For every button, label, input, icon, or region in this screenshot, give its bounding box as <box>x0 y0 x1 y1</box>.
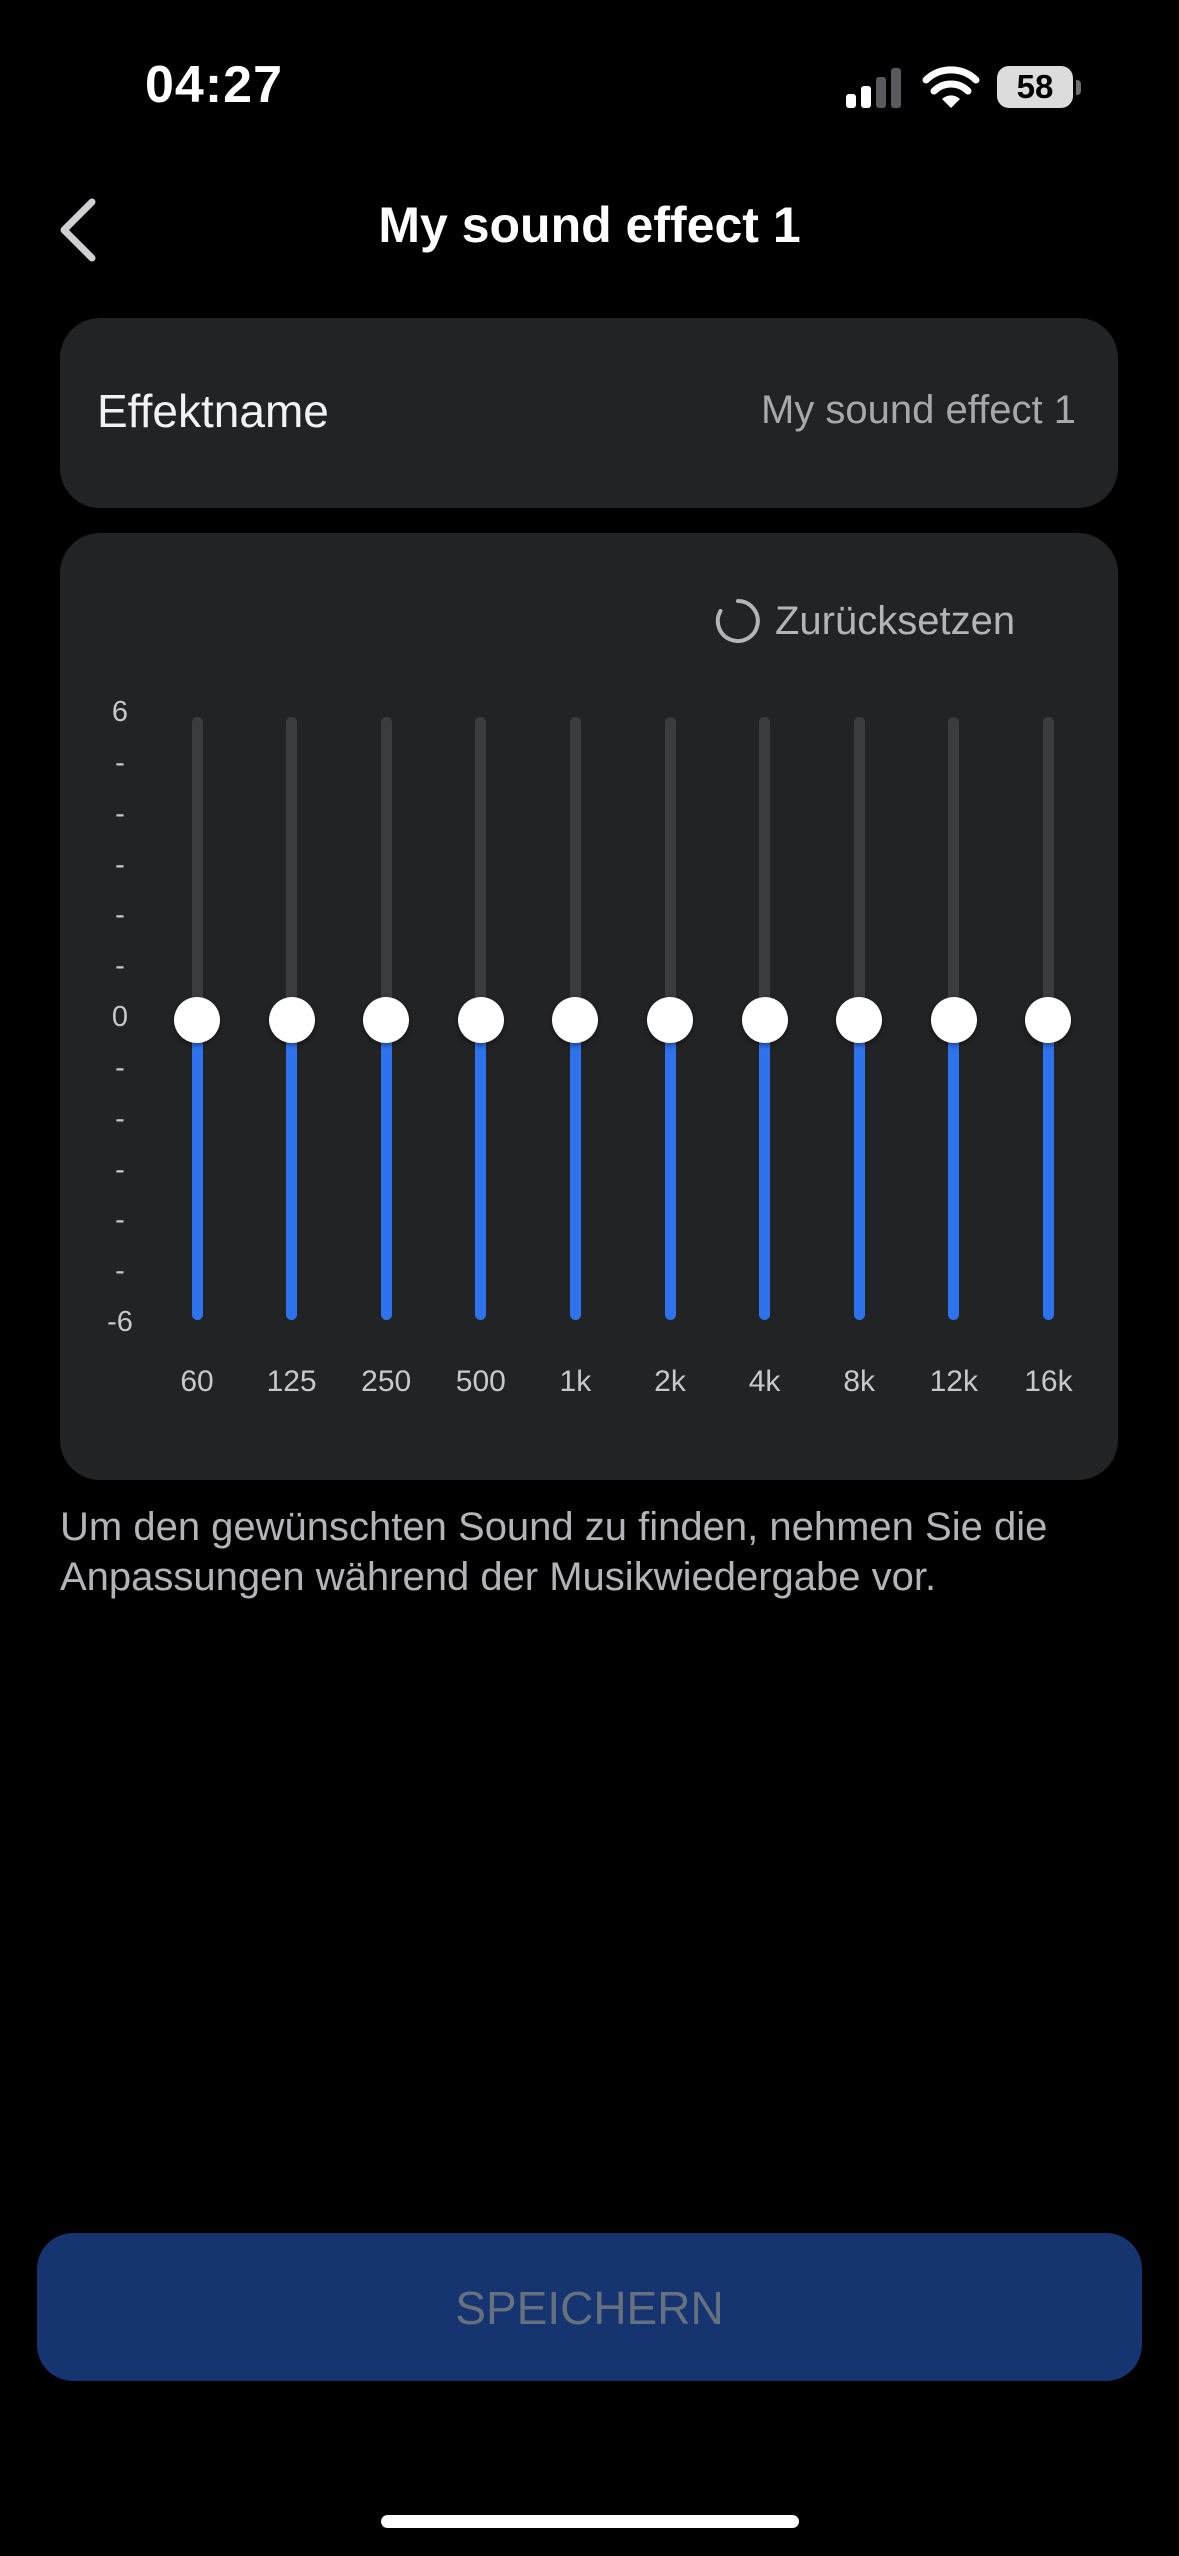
eq-slider-fill <box>759 1020 771 1320</box>
eq-band-label: 250 <box>361 1365 412 1398</box>
y-axis-label: - <box>115 950 125 983</box>
eq-slider-fill <box>569 1020 581 1320</box>
y-axis-label: - <box>115 1153 125 1186</box>
y-axis-label: - <box>115 899 125 932</box>
eq-slider-fill <box>380 1020 392 1320</box>
eq-slider-fill <box>664 1020 676 1320</box>
eq-slider-fill <box>1042 1020 1054 1320</box>
status-bar: 04:27 58 <box>0 0 1179 170</box>
eq-slider-knob[interactable] <box>552 997 599 1043</box>
eq-band-label: 60 <box>180 1365 214 1398</box>
hint-text: Um den gewünschten Sound zu finden, nehm… <box>60 1505 1048 1599</box>
y-axis-label: - <box>115 1255 125 1288</box>
battery-icon: 58 <box>997 66 1073 108</box>
eq-slider-fill <box>475 1020 487 1320</box>
battery-cap <box>1076 80 1081 95</box>
eq-slider-fill <box>853 1020 865 1320</box>
eq-slider-knob[interactable] <box>174 997 220 1043</box>
effect-name-row[interactable]: Effektname My sound effect 1 <box>60 318 1118 508</box>
status-time: 04:27 <box>145 56 283 114</box>
eq-slider-knob[interactable] <box>363 997 410 1043</box>
eq-slider-knob[interactable] <box>741 997 788 1043</box>
eq-band-label: 1k <box>559 1365 592 1398</box>
eq-band-label: 8k <box>843 1365 876 1398</box>
eq-slider-knob[interactable] <box>1025 997 1072 1043</box>
eq-slider-knob[interactable] <box>836 997 883 1043</box>
eq-band-label: 125 <box>266 1365 317 1398</box>
reset-button[interactable]: Zurücksetzen <box>715 593 1015 649</box>
y-axis-label: - <box>115 1204 125 1237</box>
back-button[interactable] <box>50 190 106 270</box>
y-axis-label: - <box>115 746 125 779</box>
y-axis-label: - <box>115 1102 125 1135</box>
effect-name-value: My sound effect 1 <box>761 388 1076 432</box>
home-indicator <box>381 2515 799 2528</box>
chevron-left-icon <box>60 198 96 262</box>
eq-slider-fill <box>286 1020 298 1320</box>
y-axis-label: - <box>115 797 125 830</box>
y-axis-label: 0 <box>111 1001 129 1033</box>
eq-slider-fill <box>948 1020 960 1320</box>
effect-name-label: Effektname <box>97 385 329 437</box>
eq-band-label: 4k <box>748 1365 781 1398</box>
page-title: My sound effect 1 <box>378 197 801 253</box>
equalizer-card: Zurücksetzen 6 - - - - - 0 - - - - - -6 60 125 250 500 1k… <box>60 533 1118 1480</box>
save-button[interactable]: SPEICHERN <box>37 2233 1142 2381</box>
eq-slider-knob[interactable] <box>647 997 693 1043</box>
y-axis-label: - <box>115 1051 125 1084</box>
eq-band-label: 16k <box>1024 1365 1073 1398</box>
eq-slider-knob[interactable] <box>930 997 977 1043</box>
eq-band-label: 500 <box>455 1365 506 1398</box>
y-axis-label: 6 <box>111 696 129 728</box>
eq-slider-fill <box>191 1020 203 1320</box>
refresh-icon <box>715 599 760 643</box>
y-axis-label: - <box>115 848 125 881</box>
y-axis-label: -6 <box>107 1306 133 1338</box>
eq-slider-knob[interactable] <box>268 997 315 1043</box>
reset-label: Zurücksetzen <box>775 598 1016 643</box>
eq-slider-knob[interactable] <box>457 997 504 1043</box>
eq-band-label: 12k <box>929 1365 978 1398</box>
eq-band-label: 2k <box>654 1365 686 1398</box>
wifi-icon <box>922 66 980 108</box>
signal-icon <box>846 68 901 108</box>
